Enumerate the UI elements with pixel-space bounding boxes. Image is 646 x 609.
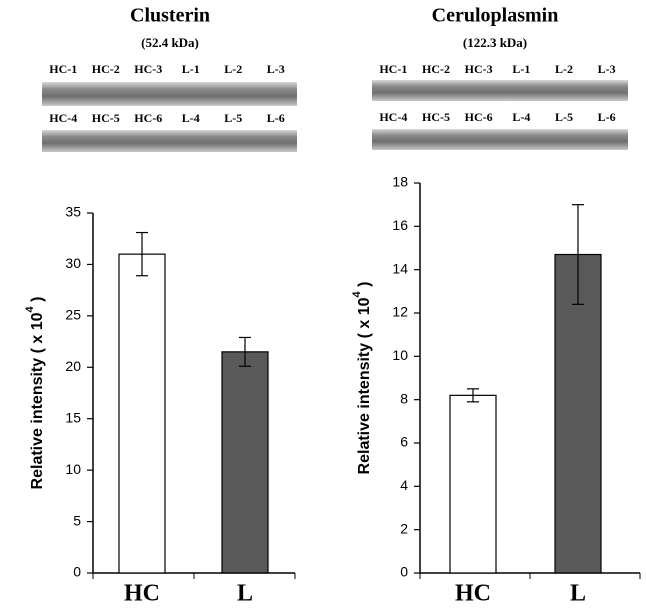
y-axis-label: Relative intensity ( x 104 ) bbox=[24, 297, 46, 490]
y-tick-label: 20 bbox=[65, 358, 81, 374]
blot-image bbox=[372, 80, 628, 101]
error-bar bbox=[467, 388, 479, 403]
lane-label: HC-2 bbox=[92, 62, 120, 76]
lane-label: L-1 bbox=[182, 62, 200, 76]
error-bar bbox=[239, 336, 251, 367]
blot-image bbox=[372, 129, 628, 150]
lane-label: HC-1 bbox=[49, 62, 77, 76]
y-tick-label: 8 bbox=[400, 390, 408, 406]
lane-label: L-2 bbox=[555, 62, 573, 76]
lane-label: HC-2 bbox=[422, 62, 450, 76]
lane-label: L-5 bbox=[555, 110, 573, 124]
x-tick-label: HC bbox=[455, 581, 491, 607]
y-tick-label: 0 bbox=[73, 564, 81, 580]
chart-subtitle: (52.4 kDa) bbox=[141, 35, 199, 50]
y-tick-label: 4 bbox=[400, 477, 408, 493]
chart-title: Ceruloplasmin bbox=[432, 5, 559, 27]
y-axis-label-part: 4 bbox=[351, 290, 363, 297]
y-tick-label: 5 bbox=[73, 512, 81, 528]
y-tick-label: 2 bbox=[400, 520, 408, 536]
lane-label: L-2 bbox=[224, 62, 242, 76]
y-tick-label: 0 bbox=[400, 564, 408, 580]
lane-label: L-1 bbox=[512, 62, 530, 76]
y-tick-label: 30 bbox=[65, 255, 81, 271]
blot-image bbox=[42, 82, 297, 106]
y-tick-label: 10 bbox=[65, 461, 81, 477]
lane-label: HC-3 bbox=[134, 62, 162, 76]
y-axis-label-part: ) bbox=[356, 282, 373, 292]
chart-subtitle: (122.3 kDa) bbox=[463, 35, 527, 50]
y-tick-label: 16 bbox=[392, 217, 408, 233]
y-tick-label: 25 bbox=[65, 307, 81, 323]
y-axis-label-part: 4 bbox=[24, 305, 36, 312]
lane-label: L-5 bbox=[224, 111, 242, 125]
y-axis-label: Relative intensity ( x 104 ) bbox=[351, 282, 373, 475]
bar bbox=[449, 394, 497, 574]
lane-label: L-6 bbox=[598, 110, 616, 124]
lane-label: HC-4 bbox=[379, 110, 407, 124]
lane-label: HC-4 bbox=[49, 111, 77, 125]
y-tick-label: 6 bbox=[400, 434, 408, 450]
bar bbox=[221, 351, 269, 574]
bar bbox=[118, 253, 166, 574]
y-tick-label: 35 bbox=[65, 204, 81, 220]
y-tick-label: 12 bbox=[392, 304, 408, 320]
y-tick-label: 15 bbox=[65, 409, 81, 425]
error-bar bbox=[136, 231, 148, 277]
y-tick-label: 18 bbox=[392, 174, 408, 190]
lane-label: HC-1 bbox=[379, 62, 407, 76]
error-bar bbox=[572, 204, 584, 305]
y-axis-label-part: Relative intensity ( x 10 bbox=[356, 297, 373, 474]
bar bbox=[554, 253, 602, 574]
lane-label: L-3 bbox=[598, 62, 616, 76]
x-tick-label: L bbox=[237, 581, 253, 607]
y-axis-label-part: Relative intensity ( x 10 bbox=[29, 312, 46, 489]
lane-label: L-4 bbox=[512, 110, 530, 124]
x-tick-label: L bbox=[570, 581, 586, 607]
lane-label: L-3 bbox=[267, 62, 285, 76]
lane-label: HC-5 bbox=[92, 111, 120, 125]
blot-image bbox=[42, 130, 297, 152]
lane-label: HC-5 bbox=[422, 110, 450, 124]
lane-label: HC-6 bbox=[134, 111, 162, 125]
y-tick-label: 10 bbox=[392, 347, 408, 363]
lane-label: L-6 bbox=[267, 111, 285, 125]
lane-label: HC-6 bbox=[465, 110, 493, 124]
x-tick-label: HC bbox=[124, 581, 160, 607]
lane-label: HC-3 bbox=[465, 62, 493, 76]
lane-label: L-4 bbox=[182, 111, 200, 125]
y-tick-label: 14 bbox=[392, 260, 408, 276]
chart-title: Clusterin bbox=[130, 5, 210, 27]
y-axis-label-part: ) bbox=[29, 297, 46, 307]
